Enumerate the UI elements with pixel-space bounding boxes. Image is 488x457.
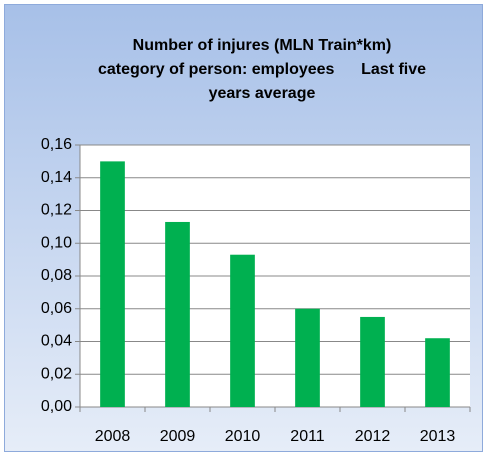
x-tick-label: 2010 [225,428,261,445]
chart-title-line: years average [209,85,316,102]
y-tick-label: 0,08 [41,267,72,284]
y-tick-label: 0,14 [41,169,72,186]
bar [100,161,125,407]
bar [230,254,255,407]
bar [295,308,320,407]
y-tick-label: 0,16 [41,136,72,153]
x-tick-label: 2011 [290,428,325,445]
chart-title-line: Number of injures (MLN Train*km) [133,37,392,54]
bar [425,338,450,407]
x-tick-label: 2012 [355,428,391,445]
y-tick-label: 0,04 [41,333,72,350]
bar [360,316,385,407]
x-tick-label: 2008 [95,428,131,445]
y-tick-label: 0,00 [41,398,72,415]
x-tick-label: 2009 [160,428,196,445]
y-tick-label: 0,10 [41,234,72,251]
bar [165,221,190,407]
chart-title-line: category of person: employees Last five [98,61,426,78]
y-tick-label: 0,02 [41,365,72,382]
y-tick-label: 0,06 [41,300,72,317]
y-tick-label: 0,12 [41,202,72,219]
x-tick-label: 2013 [420,428,456,445]
